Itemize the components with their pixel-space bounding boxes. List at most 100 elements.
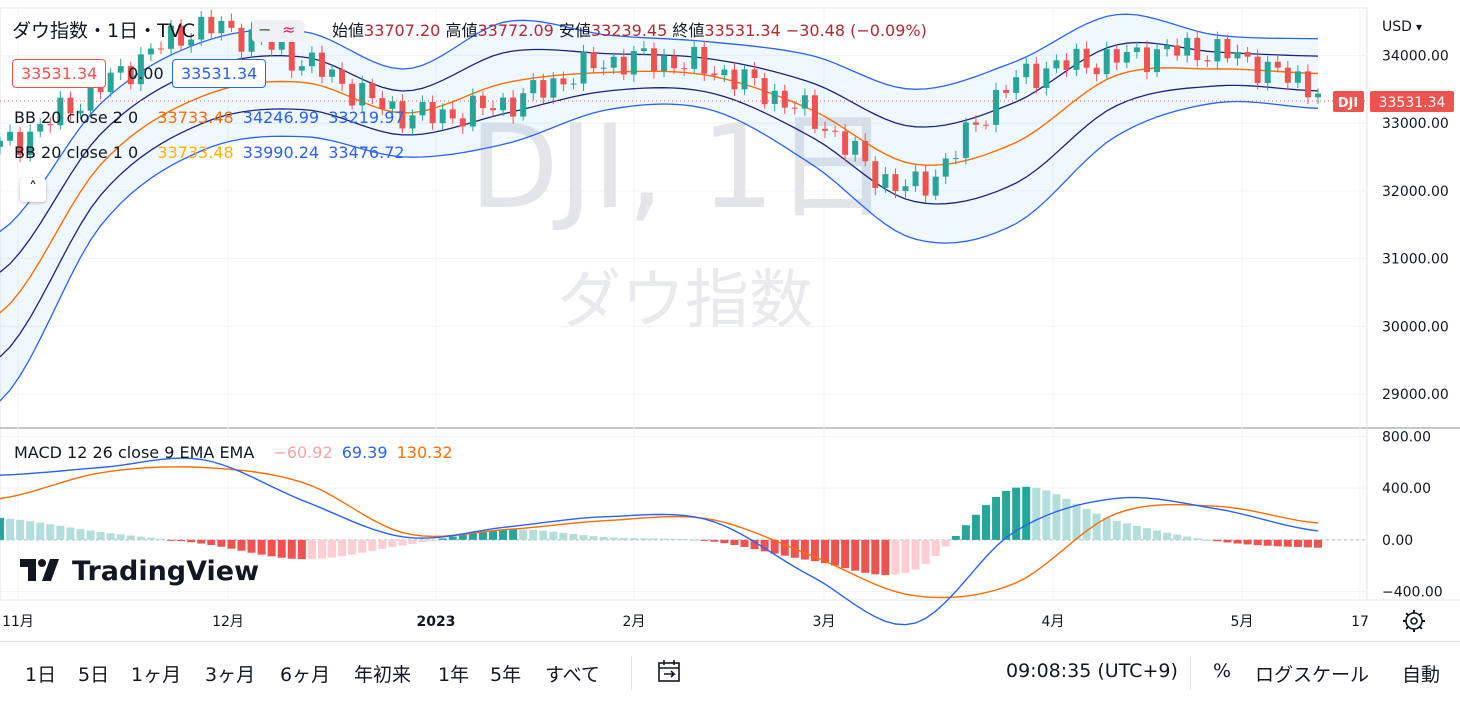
candle-body[interactable] xyxy=(1083,48,1090,68)
candle-body[interactable] xyxy=(811,95,818,129)
candle-body[interactable] xyxy=(681,68,688,70)
range-button[interactable]: 1日 xyxy=(25,664,57,686)
candle-body[interactable] xyxy=(1063,60,1070,70)
candle-body[interactable] xyxy=(530,80,537,94)
candle-body[interactable] xyxy=(318,52,325,77)
collapse-legend-button[interactable]: ˄ xyxy=(20,178,46,202)
candle-body[interactable] xyxy=(228,20,235,28)
candle-body[interactable] xyxy=(489,108,496,111)
candle-body[interactable] xyxy=(409,115,416,129)
candle-body[interactable] xyxy=(1264,61,1271,84)
currency-chevron-icon[interactable]: ▾ xyxy=(1416,20,1422,34)
candle-body[interactable] xyxy=(892,174,899,191)
candle-body[interactable] xyxy=(178,25,185,46)
candle-body[interactable] xyxy=(0,140,3,147)
candle-body[interactable] xyxy=(661,55,668,72)
candle-body[interactable] xyxy=(751,69,758,79)
candle-body[interactable] xyxy=(218,20,225,34)
candle-body[interactable] xyxy=(1154,49,1161,73)
range-button[interactable]: 1年 xyxy=(438,664,470,686)
candle-body[interactable] xyxy=(590,51,597,69)
candle-body[interactable] xyxy=(389,101,396,109)
candle-body[interactable] xyxy=(711,73,718,76)
candle-body[interactable] xyxy=(439,109,446,124)
candle-body[interactable] xyxy=(208,16,215,34)
candle-body[interactable] xyxy=(1254,56,1261,84)
candle-body[interactable] xyxy=(671,55,678,69)
gear-icon[interactable] xyxy=(1403,610,1425,632)
candle-body[interactable] xyxy=(862,140,869,162)
candle-body[interactable] xyxy=(459,118,466,127)
candle-body[interactable] xyxy=(117,66,124,73)
clock[interactable]: 09:08:35 (UTC+9) xyxy=(1006,660,1178,682)
candle-body[interactable] xyxy=(1113,49,1120,63)
candle-body[interactable] xyxy=(47,124,54,126)
candle-body[interactable] xyxy=(520,93,527,117)
price-ticks[interactable]: 34000.00 33000.00 32000.00 31000.00 30000.00… xyxy=(1382,48,1449,403)
candle-body[interactable] xyxy=(801,95,808,109)
candle-body[interactable] xyxy=(1315,93,1321,98)
currency-label[interactable]: USD xyxy=(1382,19,1412,35)
candle-body[interactable] xyxy=(1043,68,1050,89)
candle-body[interactable] xyxy=(791,107,798,109)
candle-body[interactable] xyxy=(77,110,84,114)
range-button[interactable]: 1ヶ月 xyxy=(131,664,182,686)
candle-body[interactable] xyxy=(379,98,386,109)
ask-box[interactable]: 33531.34 xyxy=(172,59,267,88)
chart-canvas[interactable]: DJI, 1日 ダウ指数 USD ▾ 34000.00 33000.00 32000… xyxy=(0,0,1460,641)
candle-body[interactable] xyxy=(1123,52,1130,63)
candle-body[interactable] xyxy=(1033,63,1040,89)
candle-body[interactable] xyxy=(1103,49,1110,75)
candle-body[interactable] xyxy=(993,89,1000,125)
candle-body[interactable] xyxy=(560,78,567,85)
candle-body[interactable] xyxy=(469,95,476,127)
candle-body[interactable] xyxy=(500,97,507,111)
candle-body[interactable] xyxy=(902,186,909,191)
candle-body[interactable] xyxy=(1284,67,1291,83)
candle-body[interactable] xyxy=(550,78,557,98)
candle-body[interactable] xyxy=(107,72,114,93)
candle-body[interactable] xyxy=(570,83,577,85)
candle-body[interactable] xyxy=(1214,39,1221,62)
candle-body[interactable] xyxy=(278,40,285,50)
candle-body[interactable] xyxy=(640,48,647,52)
candle-body[interactable] xyxy=(771,90,778,105)
candle-body[interactable] xyxy=(137,54,144,85)
candle-body[interactable] xyxy=(308,52,315,67)
percent-toggle[interactable]: % xyxy=(1213,660,1232,682)
candle-body[interactable] xyxy=(912,171,919,187)
candle-body[interactable] xyxy=(419,102,426,116)
candle-body[interactable] xyxy=(741,69,748,90)
candle-body[interactable] xyxy=(822,128,829,131)
candle-body[interactable] xyxy=(610,56,617,68)
candle-body[interactable] xyxy=(238,27,245,52)
candle-body[interactable] xyxy=(932,176,939,196)
candle-body[interactable] xyxy=(691,46,698,69)
candle-body[interactable] xyxy=(7,131,14,141)
candle-body[interactable] xyxy=(781,90,788,108)
candle-body[interactable] xyxy=(1274,61,1281,68)
macd-legend[interactable]: MACD 12 26 close 9 EMA EMA −60.92 69.39 … xyxy=(14,443,453,463)
candle-body[interactable] xyxy=(268,38,275,50)
bb1-legend[interactable]: BB 20 close 2 0 33733.48 34246.99 33219.… xyxy=(14,108,405,128)
candle-body[interactable] xyxy=(339,69,346,84)
bid-box[interactable]: 33531.34 xyxy=(12,59,107,88)
candle-body[interactable] xyxy=(188,39,195,46)
candle-body[interactable] xyxy=(701,46,708,74)
candle-body[interactable] xyxy=(127,66,134,85)
candle-body[interactable] xyxy=(922,171,929,196)
hide-legend-button[interactable]: − ≈ xyxy=(252,20,304,42)
candle-body[interactable] xyxy=(731,69,738,90)
range-button[interactable]: 3ヶ月 xyxy=(205,664,256,686)
goto-date-icon[interactable] xyxy=(656,658,682,689)
candle-body[interactable] xyxy=(198,16,205,40)
candles[interactable] xyxy=(0,9,1321,204)
candle-body[interactable] xyxy=(1023,63,1030,78)
candle-body[interactable] xyxy=(580,51,587,84)
candle-body[interactable] xyxy=(872,161,879,188)
candle-body[interactable] xyxy=(650,48,657,72)
candle-body[interactable] xyxy=(298,66,305,71)
auto-scale-toggle[interactable]: 自動 xyxy=(1402,664,1441,686)
candle-body[interactable] xyxy=(429,102,436,124)
macd-scale-ticks[interactable]: 800.00 400.00 0.00 −400.00 xyxy=(1382,429,1443,600)
